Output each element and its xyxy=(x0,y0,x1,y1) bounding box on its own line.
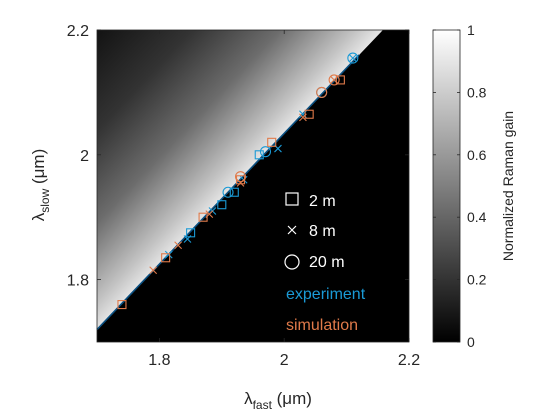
y-axis-label: λslow (μm) xyxy=(29,149,52,222)
x-tick-label: 2 xyxy=(280,352,289,369)
simulation-square-point xyxy=(335,75,345,85)
legend-circle-marker xyxy=(284,254,300,270)
simulation-square-point xyxy=(198,212,208,222)
colorbar-tick-label: 1 xyxy=(467,22,475,38)
experiment-square-point xyxy=(186,228,196,238)
simulation-circle-point xyxy=(316,86,328,98)
experiment-cross-point xyxy=(164,250,173,259)
legend-label-experiment: experiment xyxy=(286,286,366,303)
legend-cross-marker xyxy=(287,225,297,235)
gain-region xyxy=(97,30,409,330)
simulation-cross-point xyxy=(205,210,214,218)
gain-boundary-line xyxy=(96,54,360,331)
colorbar-tick-label: 0.8 xyxy=(467,84,487,100)
experiment-square-point xyxy=(229,187,239,197)
simulation-square-point xyxy=(161,253,171,263)
plot-frame xyxy=(96,29,410,343)
colorbar-tick-label: 0.2 xyxy=(467,272,487,288)
colorbar-ticks: 0 0.2 0.4 0.6 0.8 1 xyxy=(433,22,487,350)
experiment-square-point xyxy=(254,150,264,160)
colorbar-label: Normalized Raman gain xyxy=(500,111,516,261)
experiment-cross-point xyxy=(183,235,192,243)
y-tick-label: 2.2 xyxy=(67,23,89,40)
x-axis-ticks: 1.8 2 2.2 xyxy=(148,30,420,369)
legend: 2 m 8 m 20 m experiment simulation xyxy=(284,192,366,334)
y-axis-ticks: 1.8 2 2.2 xyxy=(67,23,409,290)
heatmap xyxy=(97,30,409,342)
data-markers xyxy=(117,52,359,310)
experiment-circle-point xyxy=(222,186,234,198)
legend-square-marker xyxy=(285,192,299,206)
colorbar-tick-label: 0.6 xyxy=(467,147,487,163)
simulation-square-point xyxy=(117,300,127,310)
experiment-cross-point xyxy=(348,54,357,62)
simulation-square-point xyxy=(304,109,314,119)
simulation-cross-point xyxy=(149,266,158,275)
x-tick-label: 1.8 xyxy=(148,352,170,369)
legend-label-simulation: simulation xyxy=(286,317,358,334)
legend-label-8m: 8 m xyxy=(309,223,336,240)
simulation-circle-point xyxy=(234,171,247,183)
colorbar-gradient xyxy=(432,29,461,343)
x-tick-label: 2.2 xyxy=(398,352,420,369)
simulation-cross-point xyxy=(330,76,339,84)
experiment-square-point xyxy=(217,200,227,210)
colorbar: 0 0.2 0.4 0.6 0.8 1 Normalized Raman gain xyxy=(432,22,516,350)
y-tick-label: 2 xyxy=(80,148,89,165)
legend-label-2m: 2 m xyxy=(309,193,336,210)
legend-label-20m: 20 m xyxy=(309,254,345,271)
y-tick-label: 1.8 xyxy=(67,273,89,290)
colorbar-tick-label: 0 xyxy=(467,334,475,350)
x-axis-label: λfast (μm) xyxy=(244,389,312,412)
simulation-square-point xyxy=(267,137,277,147)
experiment-circle-point xyxy=(347,52,359,64)
colorbar-tick-label: 0.4 xyxy=(467,209,487,225)
simulation-circle-point xyxy=(328,74,340,86)
experiment-circle-point xyxy=(259,146,272,158)
simulation-cross-point xyxy=(299,113,307,122)
simulation-cross-point xyxy=(174,241,183,250)
